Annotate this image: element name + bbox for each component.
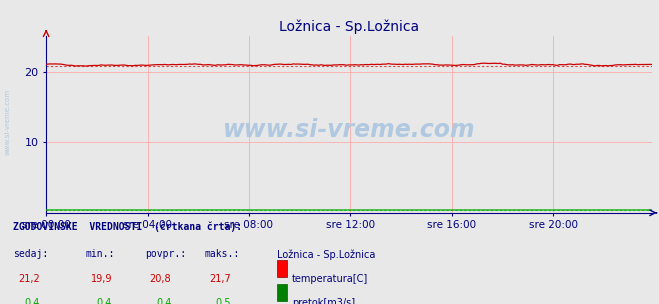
Text: 20,8: 20,8 (150, 274, 171, 284)
Text: 21,2: 21,2 (18, 274, 40, 284)
Text: 21,7: 21,7 (209, 274, 231, 284)
Text: 0,5: 0,5 (215, 298, 231, 304)
Text: Ložnica - Sp.Ložnica: Ložnica - Sp.Ložnica (277, 249, 375, 260)
Text: povpr.:: povpr.: (145, 249, 186, 259)
Text: min.:: min.: (86, 249, 115, 259)
Text: sedaj:: sedaj: (13, 249, 48, 259)
Text: pretok[m3/s]: pretok[m3/s] (292, 298, 355, 304)
Text: maks.:: maks.: (204, 249, 239, 259)
Text: 19,9: 19,9 (90, 274, 112, 284)
Text: ZGODOVINSKE  VREDNOSTI  (črtkana črta):: ZGODOVINSKE VREDNOSTI (črtkana črta): (13, 222, 243, 233)
Title: Ložnica - Sp.Ložnica: Ložnica - Sp.Ložnica (279, 19, 419, 34)
Text: 0,4: 0,4 (97, 298, 112, 304)
Text: www.si-vreme.com: www.si-vreme.com (5, 88, 11, 155)
Text: 0,4: 0,4 (24, 298, 40, 304)
Text: 0,4: 0,4 (156, 298, 171, 304)
Text: temperatura[C]: temperatura[C] (292, 274, 368, 284)
Text: www.si-vreme.com: www.si-vreme.com (223, 118, 476, 142)
